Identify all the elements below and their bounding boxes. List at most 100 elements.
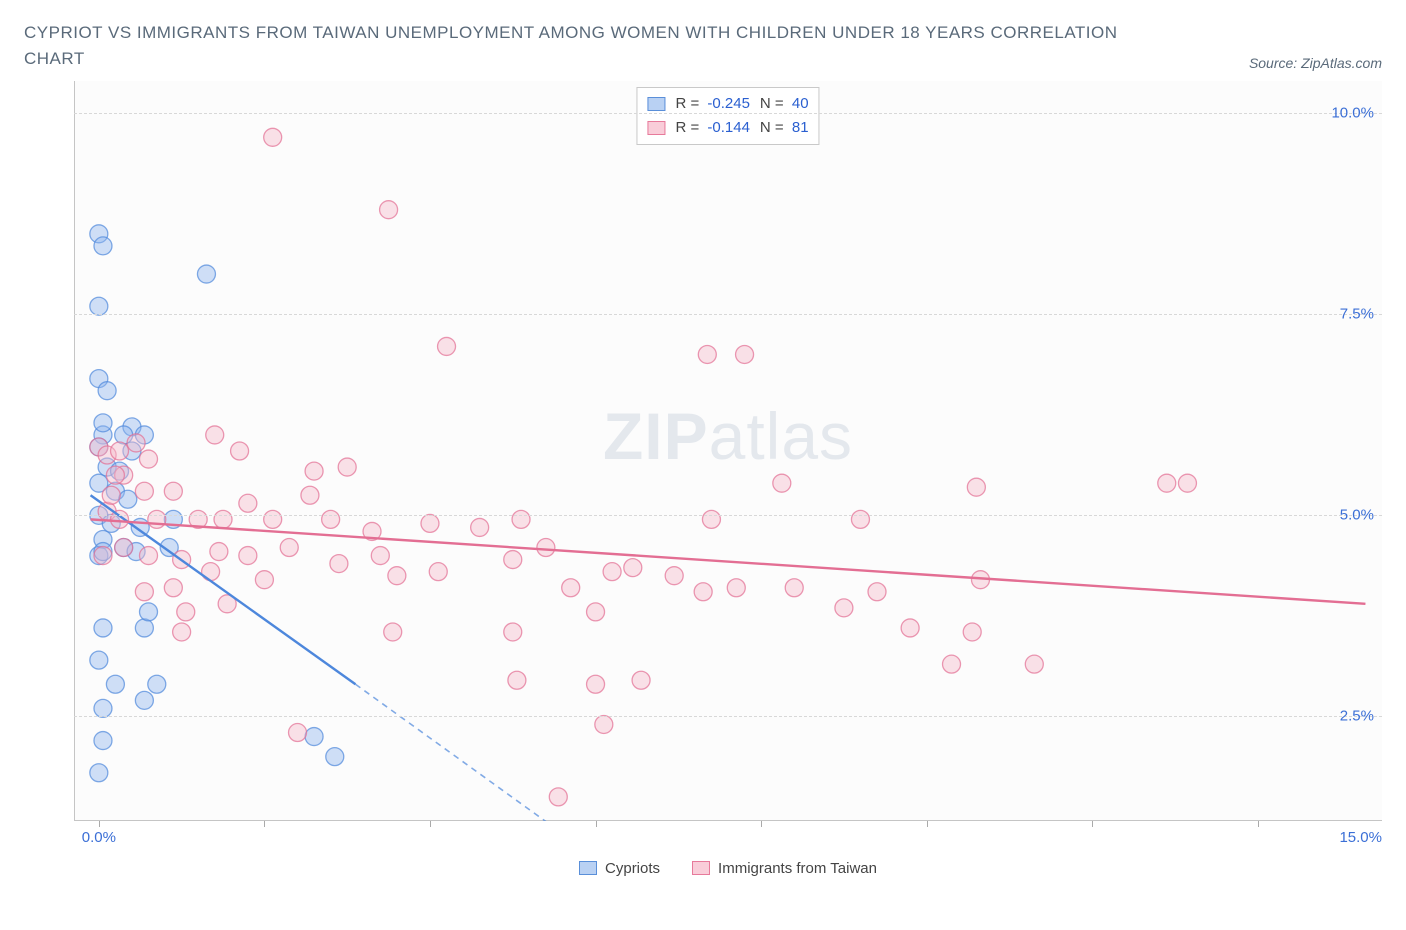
scatter-point (135, 619, 153, 637)
scatter-point (140, 547, 158, 565)
scatter-point (504, 551, 522, 569)
scatter-point (90, 297, 108, 315)
x-tick-mark (1092, 821, 1093, 827)
scatter-point (164, 579, 182, 597)
scatter-point (868, 583, 886, 601)
scatter-point (736, 345, 754, 363)
scatter-point (140, 450, 158, 468)
scatter-point (851, 510, 869, 528)
scatter-point (698, 345, 716, 363)
chart-title: CYPRIOT VS IMMIGRANTS FROM TAIWAN UNEMPL… (24, 20, 1124, 71)
legend-item: Cypriots (579, 860, 660, 877)
scatter-point (94, 237, 112, 255)
scatter-point (429, 563, 447, 581)
scatter-point (471, 518, 489, 536)
chart-container: Unemployment Among Women with Children U… (24, 81, 1382, 881)
trend-line-dashed (355, 684, 612, 821)
scatter-svg (74, 81, 1382, 821)
x-tick-mark (99, 821, 100, 827)
scatter-point (326, 748, 344, 766)
scatter-point (94, 732, 112, 750)
scatter-point (702, 510, 720, 528)
scatter-point (322, 510, 340, 528)
scatter-point (140, 603, 158, 621)
scatter-point (301, 486, 319, 504)
scatter-point (587, 675, 605, 693)
scatter-point (595, 715, 613, 733)
scatter-point (624, 559, 642, 577)
scatter-point (94, 619, 112, 637)
x-tick-mark (596, 821, 597, 827)
scatter-point (111, 442, 129, 460)
title-row: CYPRIOT VS IMMIGRANTS FROM TAIWAN UNEMPL… (24, 20, 1382, 71)
legend-label: Immigrants from Taiwan (718, 860, 877, 877)
scatter-point (901, 619, 919, 637)
scatter-point (1025, 655, 1043, 673)
scatter-point (197, 265, 215, 283)
source-label: Source: ZipAtlas.com (1249, 55, 1382, 71)
scatter-point (371, 547, 389, 565)
scatter-point (508, 671, 526, 689)
scatter-point (135, 583, 153, 601)
scatter-point (206, 426, 224, 444)
scatter-point (537, 539, 555, 557)
scatter-point (603, 563, 621, 581)
scatter-point (135, 691, 153, 709)
scatter-point (164, 482, 182, 500)
x-tick-mark (761, 821, 762, 827)
scatter-point (512, 510, 530, 528)
scatter-point (587, 603, 605, 621)
scatter-point (694, 583, 712, 601)
scatter-point (305, 462, 323, 480)
scatter-point (127, 434, 145, 452)
scatter-point (632, 671, 650, 689)
correlation-r-label: R = -0.144 (675, 116, 749, 140)
x-tick-label: 0.0% (82, 829, 116, 846)
y-tick-label: 10.0% (1331, 105, 1374, 122)
scatter-point (330, 555, 348, 573)
x-tick-mark (927, 821, 928, 827)
scatter-point (90, 764, 108, 782)
legend-item: Immigrants from Taiwan (692, 860, 877, 877)
x-tick-label: 15.0% (1339, 829, 1382, 846)
scatter-point (1178, 474, 1196, 492)
scatter-point (264, 128, 282, 146)
scatter-point (255, 571, 273, 589)
scatter-point (835, 599, 853, 617)
grid-line (74, 515, 1382, 516)
scatter-point (102, 486, 120, 504)
grid-line (74, 716, 1382, 717)
scatter-point (388, 567, 406, 585)
scatter-point (305, 728, 323, 746)
legend: Cypriots Immigrants from Taiwan (74, 855, 1382, 881)
scatter-point (438, 337, 456, 355)
scatter-point (177, 603, 195, 621)
scatter-point (421, 514, 439, 532)
plot-area: ZIPatlas R = -0.245 N = 40 R = -0.144 N … (74, 81, 1382, 821)
scatter-point (210, 543, 228, 561)
scatter-point (289, 724, 307, 742)
x-tick-mark (1258, 821, 1259, 827)
scatter-point (90, 651, 108, 669)
x-tick-mark (430, 821, 431, 827)
scatter-point (94, 414, 112, 432)
y-tick-label: 7.5% (1340, 306, 1374, 323)
y-tick-label: 5.0% (1340, 507, 1374, 524)
scatter-point (384, 623, 402, 641)
scatter-point (504, 623, 522, 641)
scatter-point (380, 201, 398, 219)
scatter-point (148, 510, 166, 528)
legend-swatch (647, 121, 665, 135)
scatter-point (239, 494, 257, 512)
scatter-point (202, 563, 220, 581)
scatter-point (239, 547, 257, 565)
scatter-point (119, 490, 137, 508)
scatter-point (943, 655, 961, 673)
scatter-point (135, 482, 153, 500)
scatter-point (727, 579, 745, 597)
scatter-point (94, 699, 112, 717)
scatter-point (967, 478, 985, 496)
scatter-point (773, 474, 791, 492)
scatter-point (280, 539, 298, 557)
x-tick-mark (264, 821, 265, 827)
